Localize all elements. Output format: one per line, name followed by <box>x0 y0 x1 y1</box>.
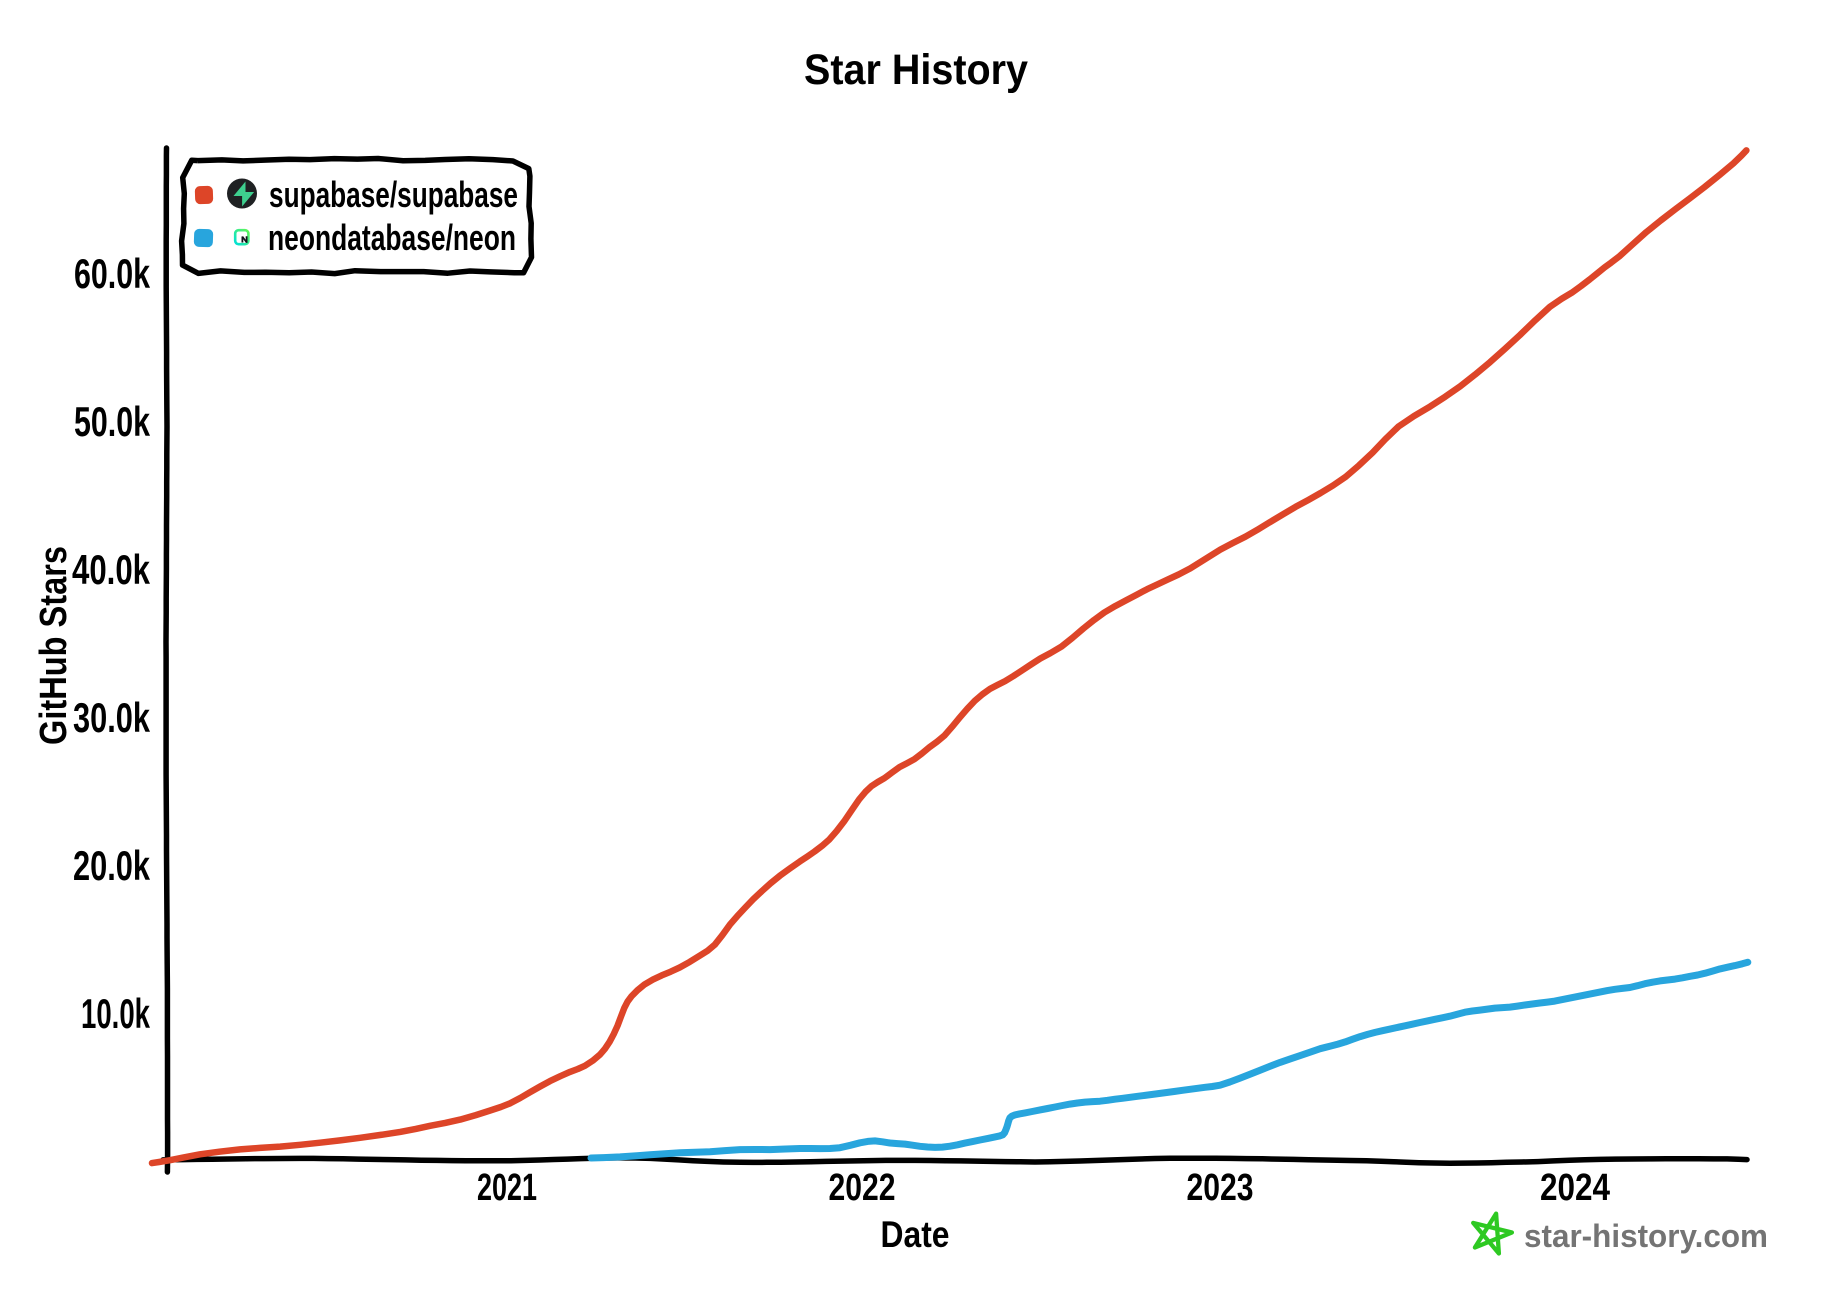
svg-text:Date: Date <box>881 1214 950 1255</box>
svg-text:GitHub Stars: GitHub Stars <box>33 546 75 745</box>
svg-text:Star History: Star History <box>804 46 1028 94</box>
svg-text:20.0k: 20.0k <box>73 842 150 889</box>
svg-text:50.0k: 50.0k <box>74 398 150 445</box>
svg-text:10.0k: 10.0k <box>81 990 150 1037</box>
svg-text:60.0k: 60.0k <box>74 250 150 297</box>
svg-text:30.0k: 30.0k <box>73 694 150 741</box>
svg-text:2024: 2024 <box>1540 1167 1610 1209</box>
svg-text:neondatabase/neon: neondatabase/neon <box>268 217 516 258</box>
svg-text:2021: 2021 <box>477 1167 537 1209</box>
svg-text:40.0k: 40.0k <box>72 546 150 593</box>
svg-text:supabase/supabase: supabase/supabase <box>269 174 518 215</box>
svg-text:2022: 2022 <box>829 1167 896 1209</box>
svg-text:star-history.com: star-history.com <box>1524 1218 1768 1254</box>
svg-text:2023: 2023 <box>1187 1167 1254 1209</box>
